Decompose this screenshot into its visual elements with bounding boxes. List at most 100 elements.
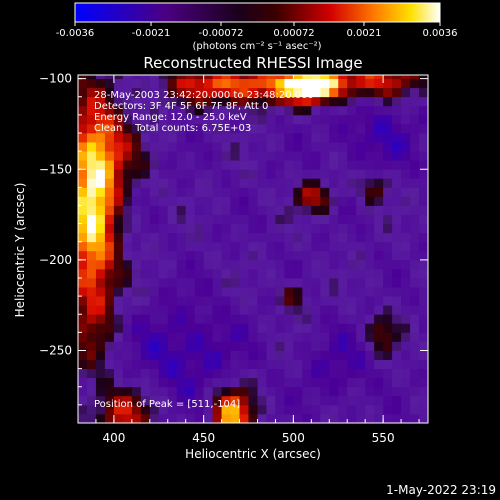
heatmap-cell [284, 368, 294, 379]
heatmap-cell [410, 160, 420, 170]
heatmap-cell [401, 259, 411, 270]
heatmap-cell [365, 413, 375, 423]
heatmap-cell [194, 232, 205, 243]
heatmap-cell [329, 413, 339, 423]
heatmap-cell [140, 350, 151, 360]
heatmap-cell [338, 377, 348, 388]
heatmap-cell [194, 142, 205, 152]
heatmap-cell [122, 151, 133, 161]
heatmap-cell [194, 296, 205, 306]
heatmap-cell [95, 314, 106, 324]
heatmap-cell [293, 359, 303, 370]
heatmap-cell [95, 413, 106, 423]
heatmap-cell [347, 250, 357, 261]
heatmap-cell [158, 305, 169, 315]
heatmap-cell [356, 250, 366, 261]
heatmap-cell [149, 259, 160, 270]
heatmap-cell [140, 196, 151, 206]
heatmap-cell [140, 151, 151, 161]
heatmap-cell [131, 178, 142, 188]
heatmap-cell [392, 278, 402, 288]
heatmap-cell [158, 78, 169, 89]
heatmap-cell [365, 133, 375, 143]
heatmap-cell [329, 232, 339, 243]
heatmap-cell [167, 187, 178, 197]
colorbar-tick-label: -0.0036 [56, 28, 95, 39]
heatmap-cell [158, 160, 169, 170]
heatmap-cell [113, 87, 124, 98]
heatmap-cell [266, 359, 276, 370]
colorbar-tick-label: 0.0021 [346, 28, 381, 39]
heatmap-cell [221, 232, 231, 243]
heatmap-cell [302, 178, 312, 188]
heatmap-cell [338, 296, 348, 306]
footer-timestamp: 1-May-2022 23:19 [386, 483, 496, 497]
heatmap-cell [158, 151, 169, 161]
heatmap-cell [95, 96, 106, 107]
heatmap-cell [383, 305, 393, 315]
heatmap-cell [230, 123, 240, 134]
heatmap-cell [374, 314, 384, 324]
heatmap-cell [122, 142, 133, 152]
heatmap-cell [365, 377, 375, 388]
heatmap-cell [311, 114, 321, 125]
heatmap-cell [194, 78, 205, 89]
heatmap-cell [221, 350, 231, 360]
heatmap-cell [275, 368, 285, 379]
heatmap-cell [212, 350, 222, 360]
heatmap-cell [347, 323, 357, 333]
heatmap-cell [338, 359, 348, 370]
heatmap-cell [167, 259, 178, 270]
heatmap-cell [266, 78, 276, 89]
heatmap-cell [95, 278, 106, 288]
heatmap-cell [86, 78, 97, 89]
heatmap-cell [194, 169, 205, 179]
heatmap-cell [167, 114, 178, 125]
heatmap-cell [230, 187, 240, 197]
heatmap-cell [230, 323, 240, 333]
heatmap-cell [293, 296, 303, 306]
heatmap-cell [329, 278, 339, 288]
heatmap-cell [266, 287, 276, 297]
heatmap-cell [167, 386, 178, 397]
heatmap-cell [78, 395, 88, 406]
heatmap-cell [392, 196, 402, 206]
heatmap-cell [176, 278, 187, 288]
heatmap-cell [311, 178, 321, 188]
heatmap-cell [113, 305, 124, 315]
heatmap-cell [302, 296, 312, 306]
heatmap-cell [122, 341, 133, 351]
heatmap-cell [167, 241, 178, 252]
heatmap-cell [266, 142, 276, 152]
heatmap-cell [410, 250, 420, 261]
heatmap-cell [383, 114, 393, 125]
heatmap-cell [104, 368, 115, 379]
heatmap-cell [185, 395, 196, 406]
heatmap-cell [158, 187, 169, 197]
heatmap-cell [329, 323, 339, 333]
heatmap-cell [122, 305, 133, 315]
heatmap-cell [266, 350, 276, 360]
heatmap-cell [284, 278, 294, 288]
heatmap-cell [140, 142, 151, 152]
heatmap-cell [78, 142, 88, 152]
heatmap-cell [338, 350, 348, 360]
heatmap-cell [320, 332, 330, 342]
heatmap-cell [374, 169, 384, 179]
heatmap-cell [266, 205, 276, 215]
heatmap-cell [113, 187, 124, 197]
heatmap-cell [239, 332, 249, 342]
heatmap-cell [239, 151, 249, 161]
heatmap-cell [221, 151, 231, 161]
heatmap-cell [356, 287, 366, 297]
heatmap-cell [329, 296, 339, 306]
heatmap-cell [104, 250, 115, 261]
heatmap-cell [185, 368, 196, 379]
heatmap-cell [365, 287, 375, 297]
heatmap-cell [78, 287, 88, 297]
heatmap-cell [230, 386, 240, 397]
heatmap-cell [78, 413, 88, 423]
heatmap-cell [185, 151, 196, 161]
heatmap-cell [158, 341, 169, 351]
heatmap-cell [320, 404, 330, 415]
